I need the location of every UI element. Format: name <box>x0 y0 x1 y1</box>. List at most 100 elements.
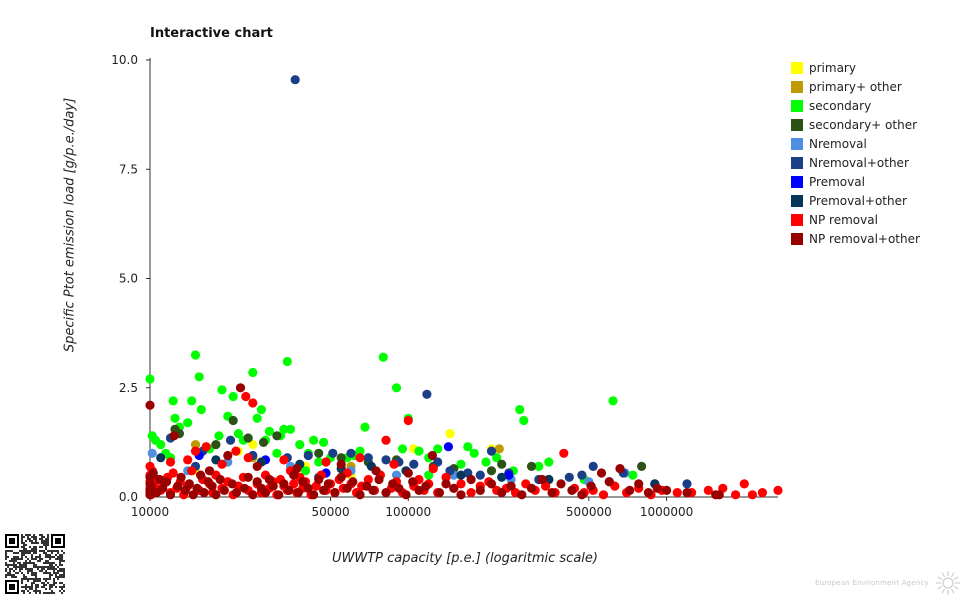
data-point[interactable] <box>424 470 434 480</box>
data-point[interactable] <box>456 479 466 489</box>
data-point[interactable] <box>207 481 217 491</box>
data-point[interactable] <box>486 479 497 489</box>
data-point[interactable] <box>443 442 453 452</box>
data-point[interactable] <box>486 466 497 476</box>
data-point[interactable] <box>773 485 783 495</box>
data-point[interactable] <box>421 481 431 491</box>
data-point[interactable] <box>165 490 176 500</box>
data-point[interactable] <box>526 483 537 493</box>
data-point[interactable] <box>355 453 365 463</box>
data-point[interactable] <box>314 474 324 485</box>
data-point[interactable] <box>586 481 596 491</box>
data-point[interactable] <box>239 483 249 493</box>
data-point[interactable] <box>739 479 749 489</box>
data-point[interactable] <box>241 391 251 402</box>
data-point[interactable] <box>295 440 305 450</box>
data-point[interactable] <box>231 488 241 498</box>
data-point[interactable] <box>145 400 155 410</box>
data-point[interactable] <box>223 450 233 461</box>
data-point[interactable] <box>156 440 166 450</box>
data-point[interactable] <box>194 372 204 382</box>
data-point[interactable] <box>248 398 258 408</box>
data-point[interactable] <box>319 485 329 495</box>
data-point[interactable] <box>321 457 331 467</box>
data-point[interactable] <box>303 450 313 461</box>
data-point[interactable] <box>258 437 269 447</box>
data-point[interactable] <box>211 440 221 450</box>
data-point[interactable] <box>248 440 258 450</box>
data-point[interactable] <box>682 488 692 498</box>
data-point[interactable] <box>146 481 156 491</box>
data-point[interactable] <box>449 483 459 493</box>
data-point[interactable] <box>441 479 451 489</box>
data-point[interactable] <box>628 470 638 480</box>
legend-item[interactable]: secondary+ other <box>791 115 920 134</box>
data-point[interactable] <box>604 477 614 487</box>
data-point[interactable] <box>394 483 404 493</box>
data-point[interactable] <box>170 413 180 423</box>
data-point[interactable] <box>577 490 587 500</box>
data-point[interactable] <box>155 474 165 485</box>
data-point[interactable] <box>515 405 525 415</box>
data-point[interactable] <box>497 472 507 482</box>
data-point[interactable] <box>279 479 289 489</box>
data-point[interactable] <box>319 437 329 447</box>
legend-item[interactable]: primary+ other <box>791 77 920 96</box>
data-point[interactable] <box>248 490 258 500</box>
data-point[interactable] <box>428 464 438 474</box>
data-point[interactable] <box>272 448 282 458</box>
data-point[interactable] <box>433 457 443 467</box>
data-point[interactable] <box>497 488 507 498</box>
data-point[interactable] <box>409 459 419 469</box>
series-np-removal-other[interactable] <box>145 383 724 500</box>
data-point[interactable] <box>243 472 253 482</box>
data-point[interactable] <box>243 433 253 443</box>
data-point[interactable] <box>363 453 373 463</box>
data-point[interactable] <box>408 477 418 487</box>
data-point[interactable] <box>165 457 176 467</box>
data-point[interactable] <box>192 483 202 493</box>
data-point[interactable] <box>252 413 262 423</box>
data-point[interactable] <box>336 459 346 469</box>
legend-item[interactable]: Nremoval <box>791 134 920 153</box>
data-point[interactable] <box>391 383 402 393</box>
data-point[interactable] <box>403 468 413 478</box>
data-point[interactable] <box>336 453 346 463</box>
data-point[interactable] <box>547 488 557 498</box>
data-point[interactable] <box>268 481 278 491</box>
data-point[interactable] <box>264 426 274 436</box>
data-point[interactable] <box>544 457 554 467</box>
data-point[interactable] <box>323 479 333 489</box>
data-point[interactable] <box>391 470 402 480</box>
legend-item[interactable]: Premoval <box>791 172 920 191</box>
data-point[interactable] <box>401 490 411 500</box>
data-point[interactable] <box>217 385 227 395</box>
data-point[interactable] <box>342 483 352 493</box>
data-point[interactable] <box>147 448 157 458</box>
data-point[interactable] <box>378 352 388 362</box>
data-point[interactable] <box>235 383 246 393</box>
data-point[interactable] <box>652 483 662 493</box>
data-point[interactable] <box>293 488 303 498</box>
data-point[interactable] <box>534 461 544 471</box>
data-point[interactable] <box>371 466 381 476</box>
data-point[interactable] <box>517 490 527 500</box>
legend-item[interactable]: secondary <box>791 96 920 115</box>
data-point[interactable] <box>567 485 577 495</box>
data-point[interactable] <box>556 479 566 489</box>
data-point[interactable] <box>328 448 338 458</box>
data-point[interactable] <box>469 448 479 458</box>
data-point[interactable] <box>433 444 443 454</box>
data-point[interactable] <box>643 488 654 498</box>
data-point[interactable] <box>285 424 296 434</box>
data-point[interactable] <box>731 490 741 500</box>
data-point[interactable] <box>228 415 238 426</box>
data-point[interactable] <box>559 448 569 458</box>
data-point[interactable] <box>282 356 292 367</box>
data-point[interactable] <box>414 485 424 495</box>
data-point[interactable] <box>506 481 516 491</box>
data-point[interactable] <box>190 350 201 360</box>
data-point[interactable] <box>598 490 609 500</box>
data-point[interactable] <box>577 470 587 480</box>
